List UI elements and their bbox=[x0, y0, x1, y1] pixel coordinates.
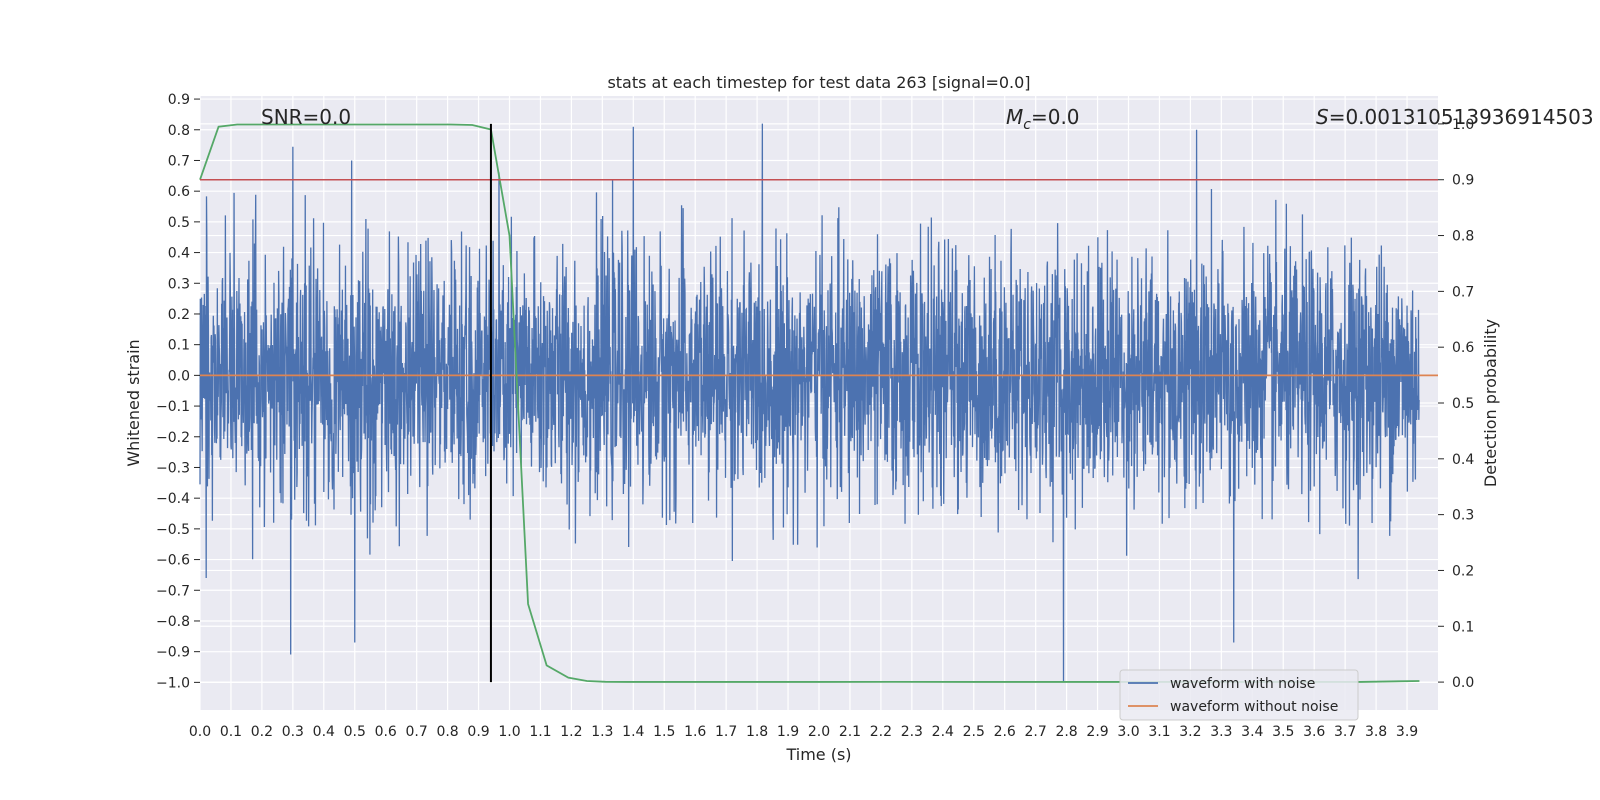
y-tick-label-10: −0.1 bbox=[156, 399, 190, 415]
x-tick-label-38: 3.8 bbox=[1365, 724, 1387, 740]
x-tick-label-37: 3.7 bbox=[1334, 724, 1356, 740]
mc-symbol: M bbox=[1006, 105, 1023, 129]
x-tick-label-34: 3.4 bbox=[1241, 724, 1263, 740]
y-tick-label-19: −1.0 bbox=[156, 675, 190, 691]
x-tick-label-36: 3.6 bbox=[1303, 724, 1325, 740]
y2-tick-label-4: 0.6 bbox=[1452, 340, 1474, 356]
x-tick-label-20: 2.0 bbox=[808, 724, 830, 740]
y-tick-label-1: 0.8 bbox=[168, 123, 190, 139]
x-tick-label-23: 2.3 bbox=[901, 724, 923, 740]
y-axis-label: Whitened strain bbox=[124, 339, 143, 466]
x-tick-label-26: 2.6 bbox=[994, 724, 1016, 740]
y-tick-label-18: −0.9 bbox=[156, 645, 190, 661]
x-tick-label-13: 1.3 bbox=[591, 724, 613, 740]
x-tick-label-27: 2.7 bbox=[1025, 724, 1047, 740]
x-tick-label-19: 1.9 bbox=[777, 724, 799, 740]
y2-ticks: 1.0 0.9 0.8 0.7 0.6 0.5 0.4 0.3 0.2 0.1 0.0 bbox=[1438, 117, 1474, 691]
y-tick-label-14: −0.5 bbox=[156, 522, 190, 538]
mc-value: =0.0 bbox=[1031, 105, 1080, 129]
y-tick-label-2: 0.7 bbox=[168, 153, 190, 169]
detection-probability-line bbox=[199, 123, 1420, 683]
x-tick-label-11: 1.1 bbox=[529, 724, 551, 740]
y2-tick-label-1: 0.9 bbox=[1452, 173, 1474, 189]
x-tick-label-29: 2.9 bbox=[1086, 724, 1108, 740]
x-tick-label-35: 3.5 bbox=[1272, 724, 1294, 740]
x-tick-label-8: 0.8 bbox=[436, 724, 458, 740]
x-tick-label-18: 1.8 bbox=[746, 724, 768, 740]
noise-waveform-line bbox=[199, 123, 1420, 683]
x-tick-label-5: 0.5 bbox=[344, 724, 366, 740]
x-tick-label-7: 0.7 bbox=[406, 724, 428, 740]
x-tick-label-31: 3.1 bbox=[1148, 724, 1170, 740]
legend: waveform with noise waveform without noi… bbox=[1119, 669, 1359, 721]
x-tick-label-9: 0.9 bbox=[467, 724, 489, 740]
y-ticks: 0.9 0.8 0.7 0.6 0.5 0.4 0.3 0.2 0.1 0.0 −0.1 −0.2 −0… bbox=[156, 92, 200, 691]
y2-tick-label-10: 0.0 bbox=[1452, 675, 1474, 691]
y2-axis-label: Detection probability bbox=[1481, 319, 1500, 487]
s-value: =0.00131051393691450​3 bbox=[1329, 105, 1594, 129]
y-tick-label-7: 0.2 bbox=[168, 307, 190, 323]
y-tick-label-5: 0.4 bbox=[168, 246, 190, 262]
x-ticks: 0.0 0.1 0.2 0.3 0.4 0.5 0.6 0.7 0.8 0.9 1.0 1.1 1.2 1… bbox=[189, 724, 1418, 740]
x-tick-label-39: 3.9 bbox=[1396, 724, 1418, 740]
x-tick-label-33: 3.3 bbox=[1210, 724, 1232, 740]
x-tick-label-2: 0.2 bbox=[251, 724, 273, 740]
y-tick-label-6: 0.3 bbox=[168, 276, 190, 292]
legend-box bbox=[1119, 669, 1359, 721]
s-annotation: S=0.00131051393691450​3 bbox=[1316, 105, 1594, 129]
series-waveform-with-noise bbox=[199, 123, 1420, 683]
x-tick-label-24: 2.4 bbox=[932, 724, 954, 740]
y-tick-label-12: −0.3 bbox=[156, 460, 190, 476]
x-tick-label-15: 1.5 bbox=[653, 724, 675, 740]
y-tick-label-0: 0.9 bbox=[168, 92, 190, 108]
y-tick-label-16: −0.7 bbox=[156, 583, 190, 599]
y2-tick-label-5: 0.5 bbox=[1452, 396, 1474, 412]
x-tick-label-25: 2.5 bbox=[963, 724, 985, 740]
x-tick-label-14: 1.4 bbox=[622, 724, 644, 740]
y2-tick-label-0: 1.0 bbox=[1452, 117, 1474, 133]
chart-title: stats at each timestep for test data 263… bbox=[607, 73, 1030, 92]
y-tick-label-13: −0.4 bbox=[156, 491, 190, 507]
legend-label-noise: waveform with noise bbox=[1170, 676, 1315, 692]
y2-tick-label-9: 0.1 bbox=[1452, 619, 1474, 635]
y2-tick-label-7: 0.3 bbox=[1452, 508, 1474, 524]
x-tick-label-1: 0.1 bbox=[220, 724, 242, 740]
y-tick-label-3: 0.6 bbox=[168, 184, 190, 200]
x-tick-label-22: 2.2 bbox=[870, 724, 892, 740]
y2-tick-label-8: 0.2 bbox=[1452, 563, 1474, 579]
y2-tick-label-6: 0.4 bbox=[1452, 452, 1474, 468]
mc-annotation: Mc=0.0 bbox=[1006, 105, 1080, 133]
mc-subscript: c bbox=[1023, 117, 1031, 133]
series-marks bbox=[199, 123, 1438, 683]
x-tick-label-6: 0.6 bbox=[375, 724, 397, 740]
y-tick-label-4: 0.5 bbox=[168, 215, 190, 231]
x-tick-label-16: 1.6 bbox=[684, 724, 706, 740]
x-tick-label-17: 1.7 bbox=[715, 724, 737, 740]
y-tick-label-8: 0.1 bbox=[168, 338, 190, 354]
x-tick-label-12: 1.2 bbox=[560, 724, 582, 740]
y2-tick-label-3: 0.7 bbox=[1452, 284, 1474, 300]
s-symbol: S bbox=[1316, 105, 1329, 129]
legend-label-clean: waveform without noise bbox=[1170, 699, 1338, 715]
y-tick-label-17: −0.8 bbox=[156, 614, 190, 630]
y-tick-label-9: 0.0 bbox=[168, 368, 190, 384]
x-tick-label-0: 0.0 bbox=[189, 724, 211, 740]
x-tick-label-28: 2.8 bbox=[1055, 724, 1077, 740]
x-tick-label-10: 1.0 bbox=[498, 724, 520, 740]
x-tick-label-21: 2.1 bbox=[839, 724, 861, 740]
x-tick-label-3: 0.3 bbox=[282, 724, 304, 740]
y2-tick-label-2: 0.8 bbox=[1452, 229, 1474, 245]
x-tick-label-4: 0.4 bbox=[313, 724, 335, 740]
x-tick-label-30: 3.0 bbox=[1117, 724, 1139, 740]
y-tick-label-11: −0.2 bbox=[156, 430, 190, 446]
x-tick-label-32: 3.2 bbox=[1179, 724, 1201, 740]
y-tick-label-15: −0.6 bbox=[156, 553, 190, 569]
x-axis-label: Time (s) bbox=[785, 745, 851, 764]
snr-annotation: SNR=0.0 bbox=[261, 105, 351, 129]
